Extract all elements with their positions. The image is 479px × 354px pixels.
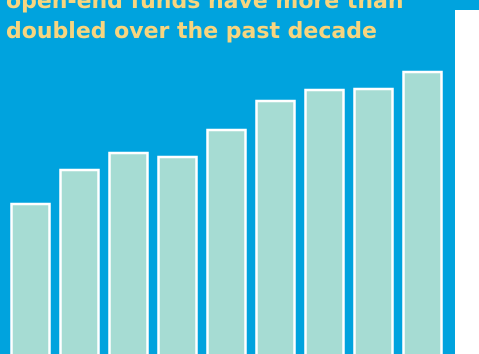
bar [59,168,100,354]
chart-title: open-end funds have more than doubled ov… [6,0,404,44]
bar [157,155,198,354]
side-panel [455,10,479,354]
bar [353,87,394,354]
bar [108,151,149,354]
bar [304,88,345,354]
bar [402,70,443,354]
bar [206,128,247,354]
bar [255,99,296,354]
bar [10,202,51,354]
